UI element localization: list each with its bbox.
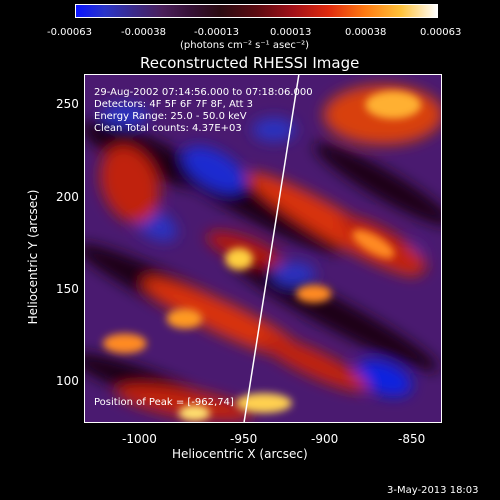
y-tick-label: 250 xyxy=(56,97,79,111)
colorbar xyxy=(75,4,438,18)
colorbar-unit: (photons cm⁻² s⁻¹ asec⁻²) xyxy=(180,40,310,51)
image-title: Reconstructed RHESSI Image xyxy=(140,54,360,72)
colorbar-tick: -0.00013 xyxy=(194,27,239,38)
y-tick-label: 200 xyxy=(56,190,79,204)
y-tick-label: 150 xyxy=(56,282,79,296)
y-axis-label: Heliocentric Y (arcsec) xyxy=(26,189,40,325)
rhessi-image xyxy=(84,74,442,423)
x-tick-label: -1000 xyxy=(122,432,157,446)
colorbar-tick: -0.00063 xyxy=(47,27,92,38)
info-detectors: Detectors: 4F 5F 6F 7F 8F, Att 3 xyxy=(94,99,254,110)
info-clean-counts: Clean Total counts: 4.37E+03 xyxy=(94,123,242,134)
rhessi-image-canvas xyxy=(85,75,441,422)
x-axis-label: Heliocentric X (arcsec) xyxy=(172,447,308,461)
x-tick-label: -950 xyxy=(230,432,258,446)
colorbar-tick: -0.00038 xyxy=(121,27,166,38)
info-energy-range: Energy Range: 25.0 - 50.0 keV xyxy=(94,111,247,122)
render-timestamp: 3-May-2013 18:03 xyxy=(387,485,479,496)
info-peak-position: Position of Peak = [-962,74] xyxy=(94,397,234,408)
colorbar-tick: 0.00038 xyxy=(345,27,387,38)
x-tick-label: -850 xyxy=(398,432,426,446)
solar-limb-line xyxy=(243,75,300,422)
y-tick-label: 100 xyxy=(56,374,79,388)
colorbar-tick: 0.00013 xyxy=(270,27,312,38)
x-tick-label: -900 xyxy=(311,432,339,446)
info-time-range: 29-Aug-2002 07:14:56.000 to 07:18:06.000 xyxy=(94,87,313,98)
colorbar-tick: 0.00063 xyxy=(420,27,462,38)
